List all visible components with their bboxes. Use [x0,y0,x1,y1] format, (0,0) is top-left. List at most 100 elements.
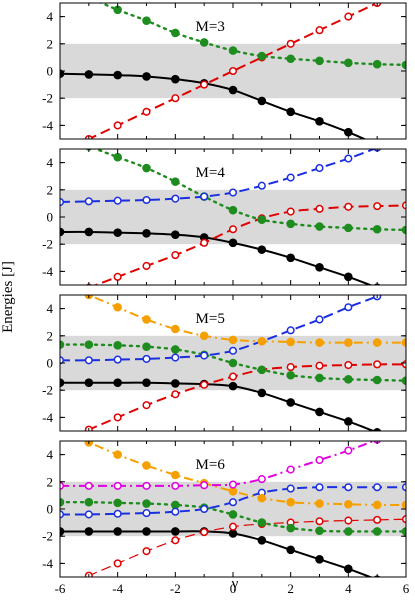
data-point [113,559,122,568]
y-tick-label: -2 [42,91,53,106]
data-point [142,527,151,536]
data-point [200,192,209,201]
y-tick-label: 0 [47,356,54,371]
data-point [142,342,151,351]
data-point [228,372,238,381]
data-point [286,337,295,347]
x-axis-label: γ [231,576,239,592]
data-point [257,535,267,545]
data-point [401,60,406,70]
data-point [344,417,353,426]
data-point [373,515,382,524]
data-point [257,518,267,527]
data-point [315,517,324,526]
data-point [171,527,180,536]
data-point [171,470,180,480]
panel-label: M=5 [196,311,225,327]
data-point [84,356,93,365]
data-point [171,353,180,362]
data-point [286,219,295,229]
data-point [142,509,151,518]
data-point [113,302,122,312]
data-point [286,39,295,48]
data-point [372,338,382,347]
data-point [344,154,353,163]
data-point [171,324,180,334]
data-point [113,341,122,350]
data-point [286,484,295,493]
data-point [142,16,151,25]
data-point [344,516,353,525]
data-point [257,336,267,346]
data-point [401,527,406,536]
data-point [200,80,209,89]
data-point [373,360,382,369]
panel-1: -4 -2 0 2 4 M=3 [42,2,407,149]
y-tick-label: 0 [47,64,54,79]
data-point [286,363,295,372]
data-point [171,345,180,354]
data-point [228,498,238,507]
data-point [286,523,295,533]
data-point [228,522,238,531]
data-point [315,204,324,213]
y-tick-label: -4 [42,410,53,425]
data-point [344,12,353,21]
y-tick-label: -2 [42,237,53,252]
panel-2: -4 -2 0 2 4 M=4 [42,148,407,286]
data-point [344,202,353,211]
data-point [113,70,122,80]
x-tick-label: 2 [287,581,294,595]
data-point [373,483,382,492]
series-line [60,441,377,487]
y-tick-label: 4 [47,155,54,170]
data-point [113,272,122,281]
data-point [84,227,94,237]
data-point [372,224,382,234]
y-tick-label: 4 [47,301,54,316]
data-point [171,500,180,510]
data-point [228,66,238,76]
data-point [142,481,151,490]
x-tick-label: 0 [230,581,237,595]
data-point [171,177,180,186]
data-point [200,351,209,360]
data-point [315,263,324,272]
data-point [228,46,238,55]
series-line [60,381,377,431]
data-point [315,222,324,231]
data-point [286,207,295,216]
data-point [113,196,122,205]
panel-label: M=4 [196,165,226,181]
data-point [113,413,122,422]
data-point [142,261,151,271]
data-point [372,500,382,510]
plot-area [60,441,406,577]
data-point [113,228,122,237]
data-point [171,536,180,545]
data-point [171,481,180,490]
data-point [344,483,353,492]
data-point [200,528,209,537]
data-point [286,465,295,474]
data-point [315,455,324,465]
data-point [171,194,180,203]
data-point [373,141,381,149]
data-point [401,483,406,492]
data-point [228,358,238,368]
data-point [286,326,295,335]
data-point [171,74,180,84]
series-line [86,295,406,344]
data-point [142,72,151,81]
plot-area [60,149,406,285]
plot-area [60,3,406,149]
data-point [315,26,324,35]
x-tick-label: -2 [170,581,181,595]
y-tick-label: 0 [47,502,54,517]
y-tick-label: 2 [47,328,54,343]
data-point [228,510,238,519]
y-tick-label: -2 [42,383,53,398]
y-tick-label: -4 [42,556,53,571]
data-point [315,526,324,536]
